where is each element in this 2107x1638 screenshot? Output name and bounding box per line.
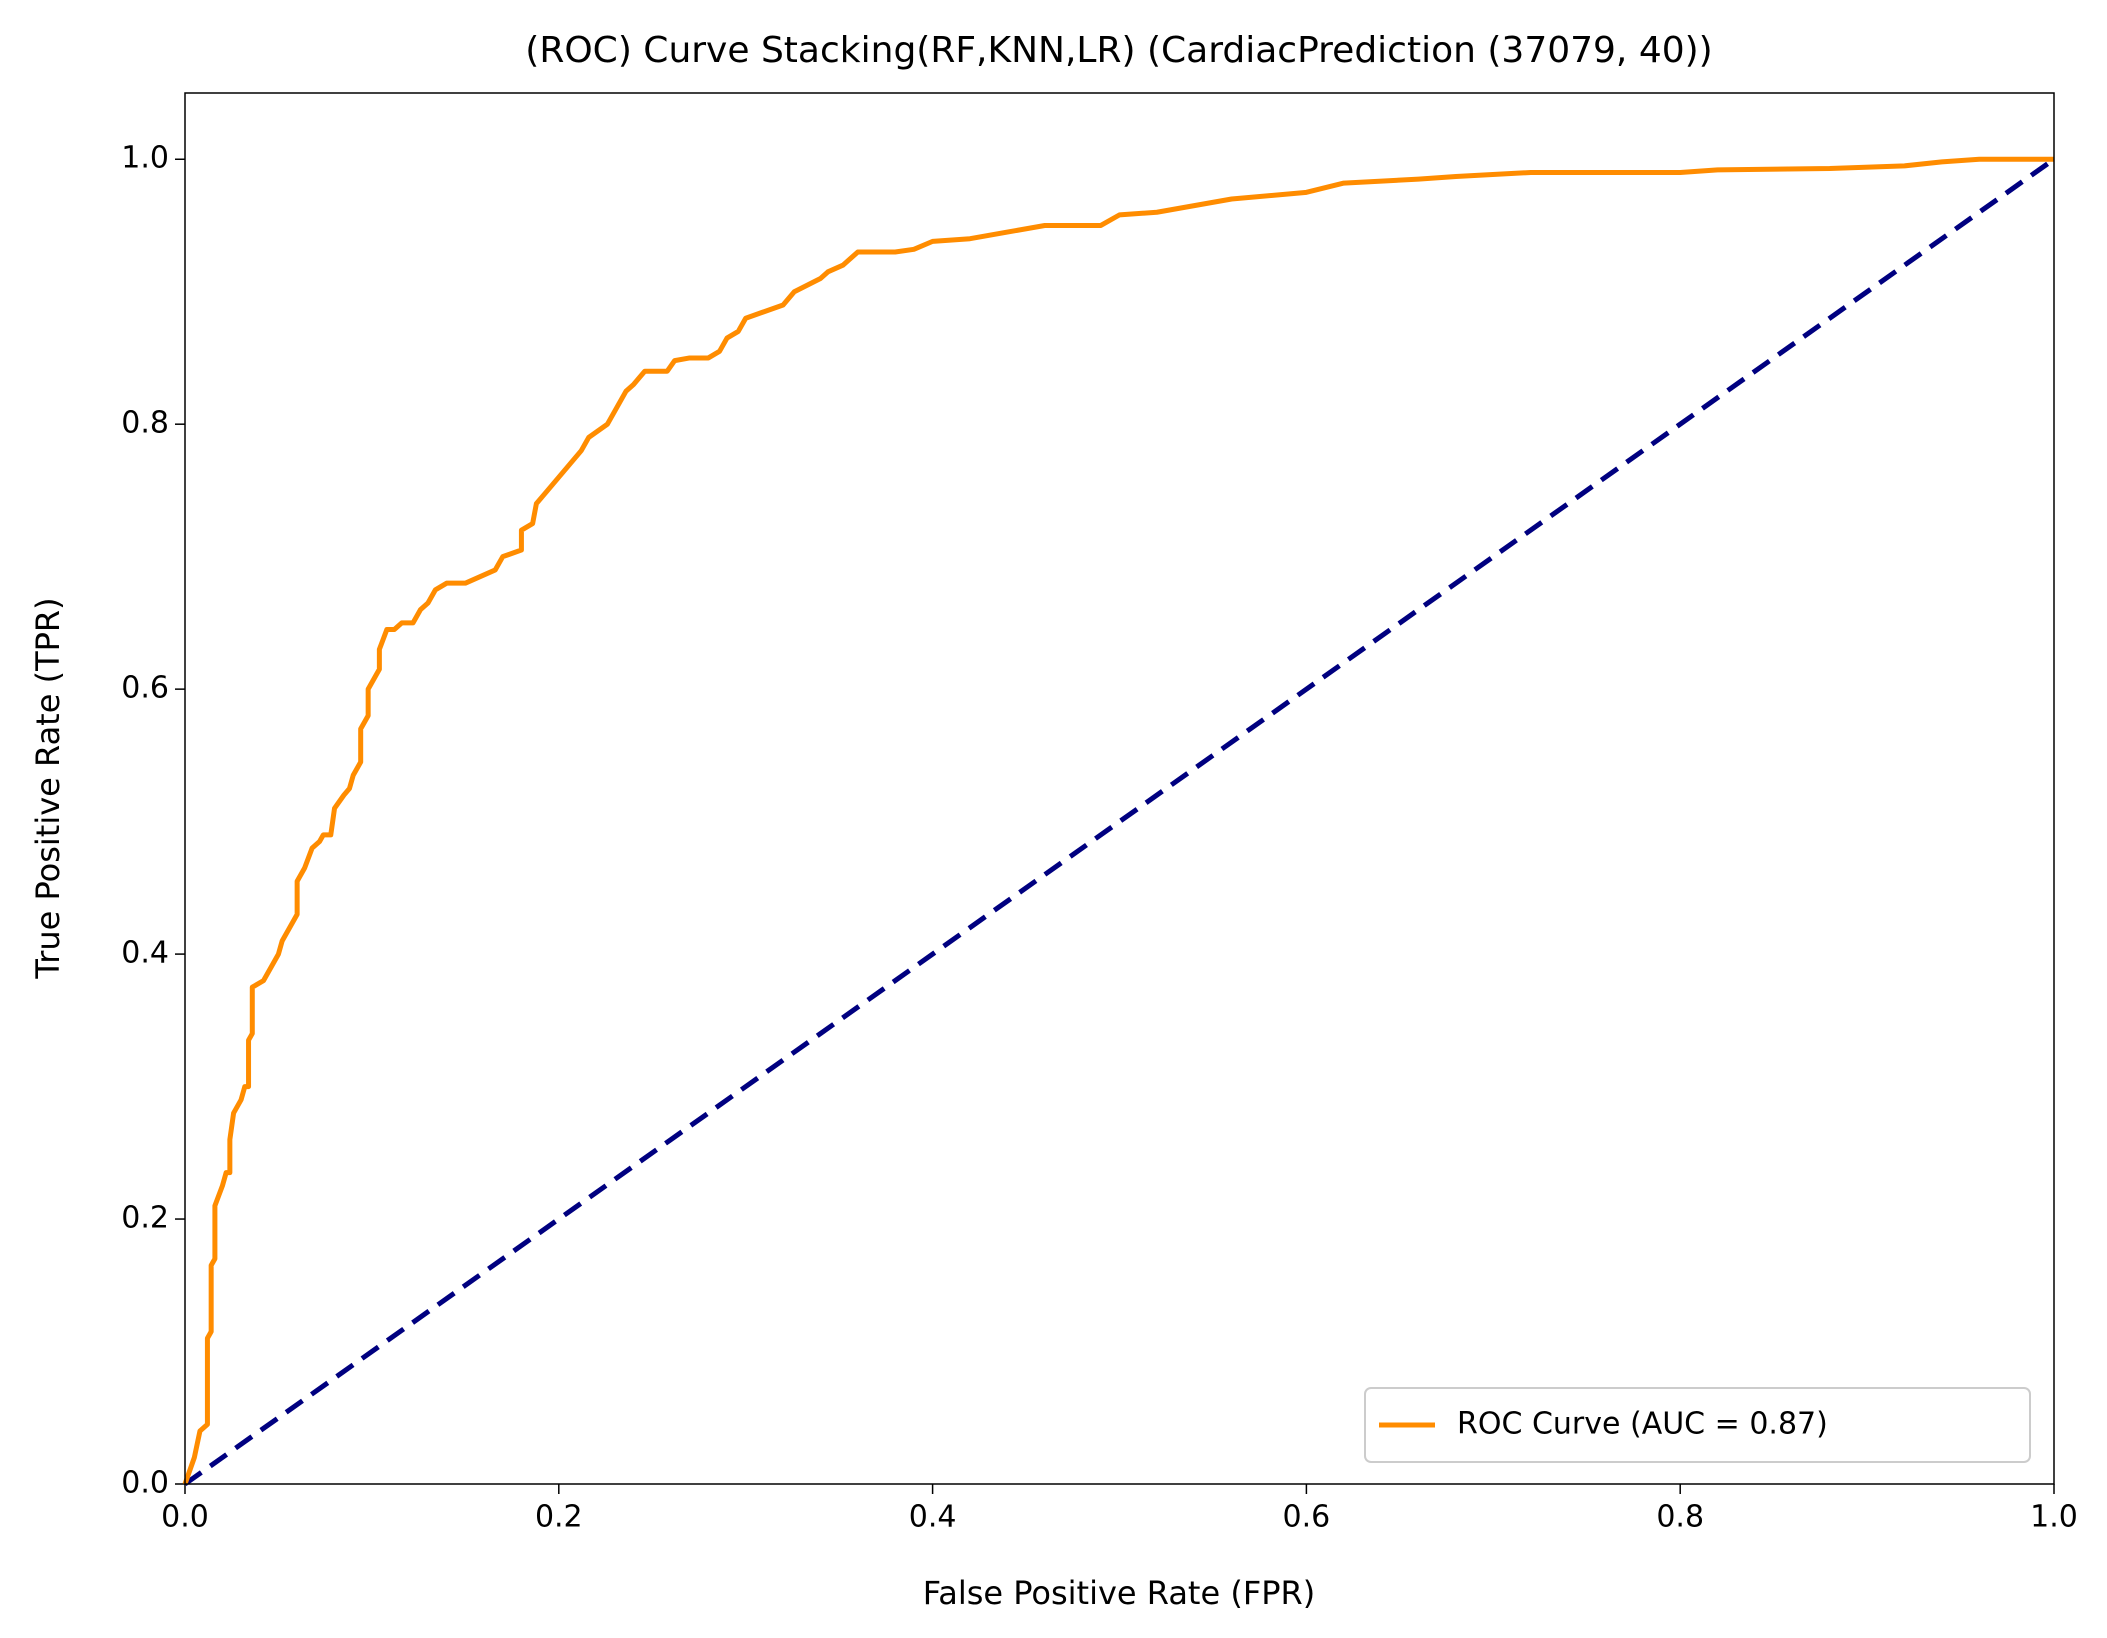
y-tick-label: 0.4	[121, 936, 169, 971]
legend-box	[1364, 1387, 2031, 1463]
x-tick-label: 1.0	[2030, 1500, 2078, 1535]
x-tick-label: 0.8	[1656, 1500, 1704, 1535]
y-tick-label: 0.0	[121, 1466, 169, 1501]
y-axis-label: True Positive Rate (TPR)	[29, 597, 67, 979]
roc-line	[182, 156, 2054, 1485]
legend-label: ROC Curve (AUC = 0.87)	[1457, 1407, 1828, 1442]
y-tick-label: 0.8	[121, 406, 169, 441]
x-tick-label: 0.0	[161, 1500, 209, 1535]
y-tick-label: 1.0	[121, 141, 169, 176]
chart-title: (ROC) Curve Stacking(RF,KNN,LR) (Cardiac…	[525, 30, 1712, 71]
y-tick-label: 0.6	[121, 671, 169, 706]
x-axis-label: False Positive Rate (FPR)	[923, 1574, 1315, 1612]
x-tick-label: 0.4	[909, 1500, 957, 1535]
plot-frame	[184, 92, 2055, 1485]
x-tick-label: 0.6	[1283, 1500, 1331, 1535]
reference-line	[183, 157, 2056, 1487]
x-tick-label: 0.2	[535, 1500, 583, 1535]
y-tick-label: 0.2	[121, 1201, 169, 1236]
